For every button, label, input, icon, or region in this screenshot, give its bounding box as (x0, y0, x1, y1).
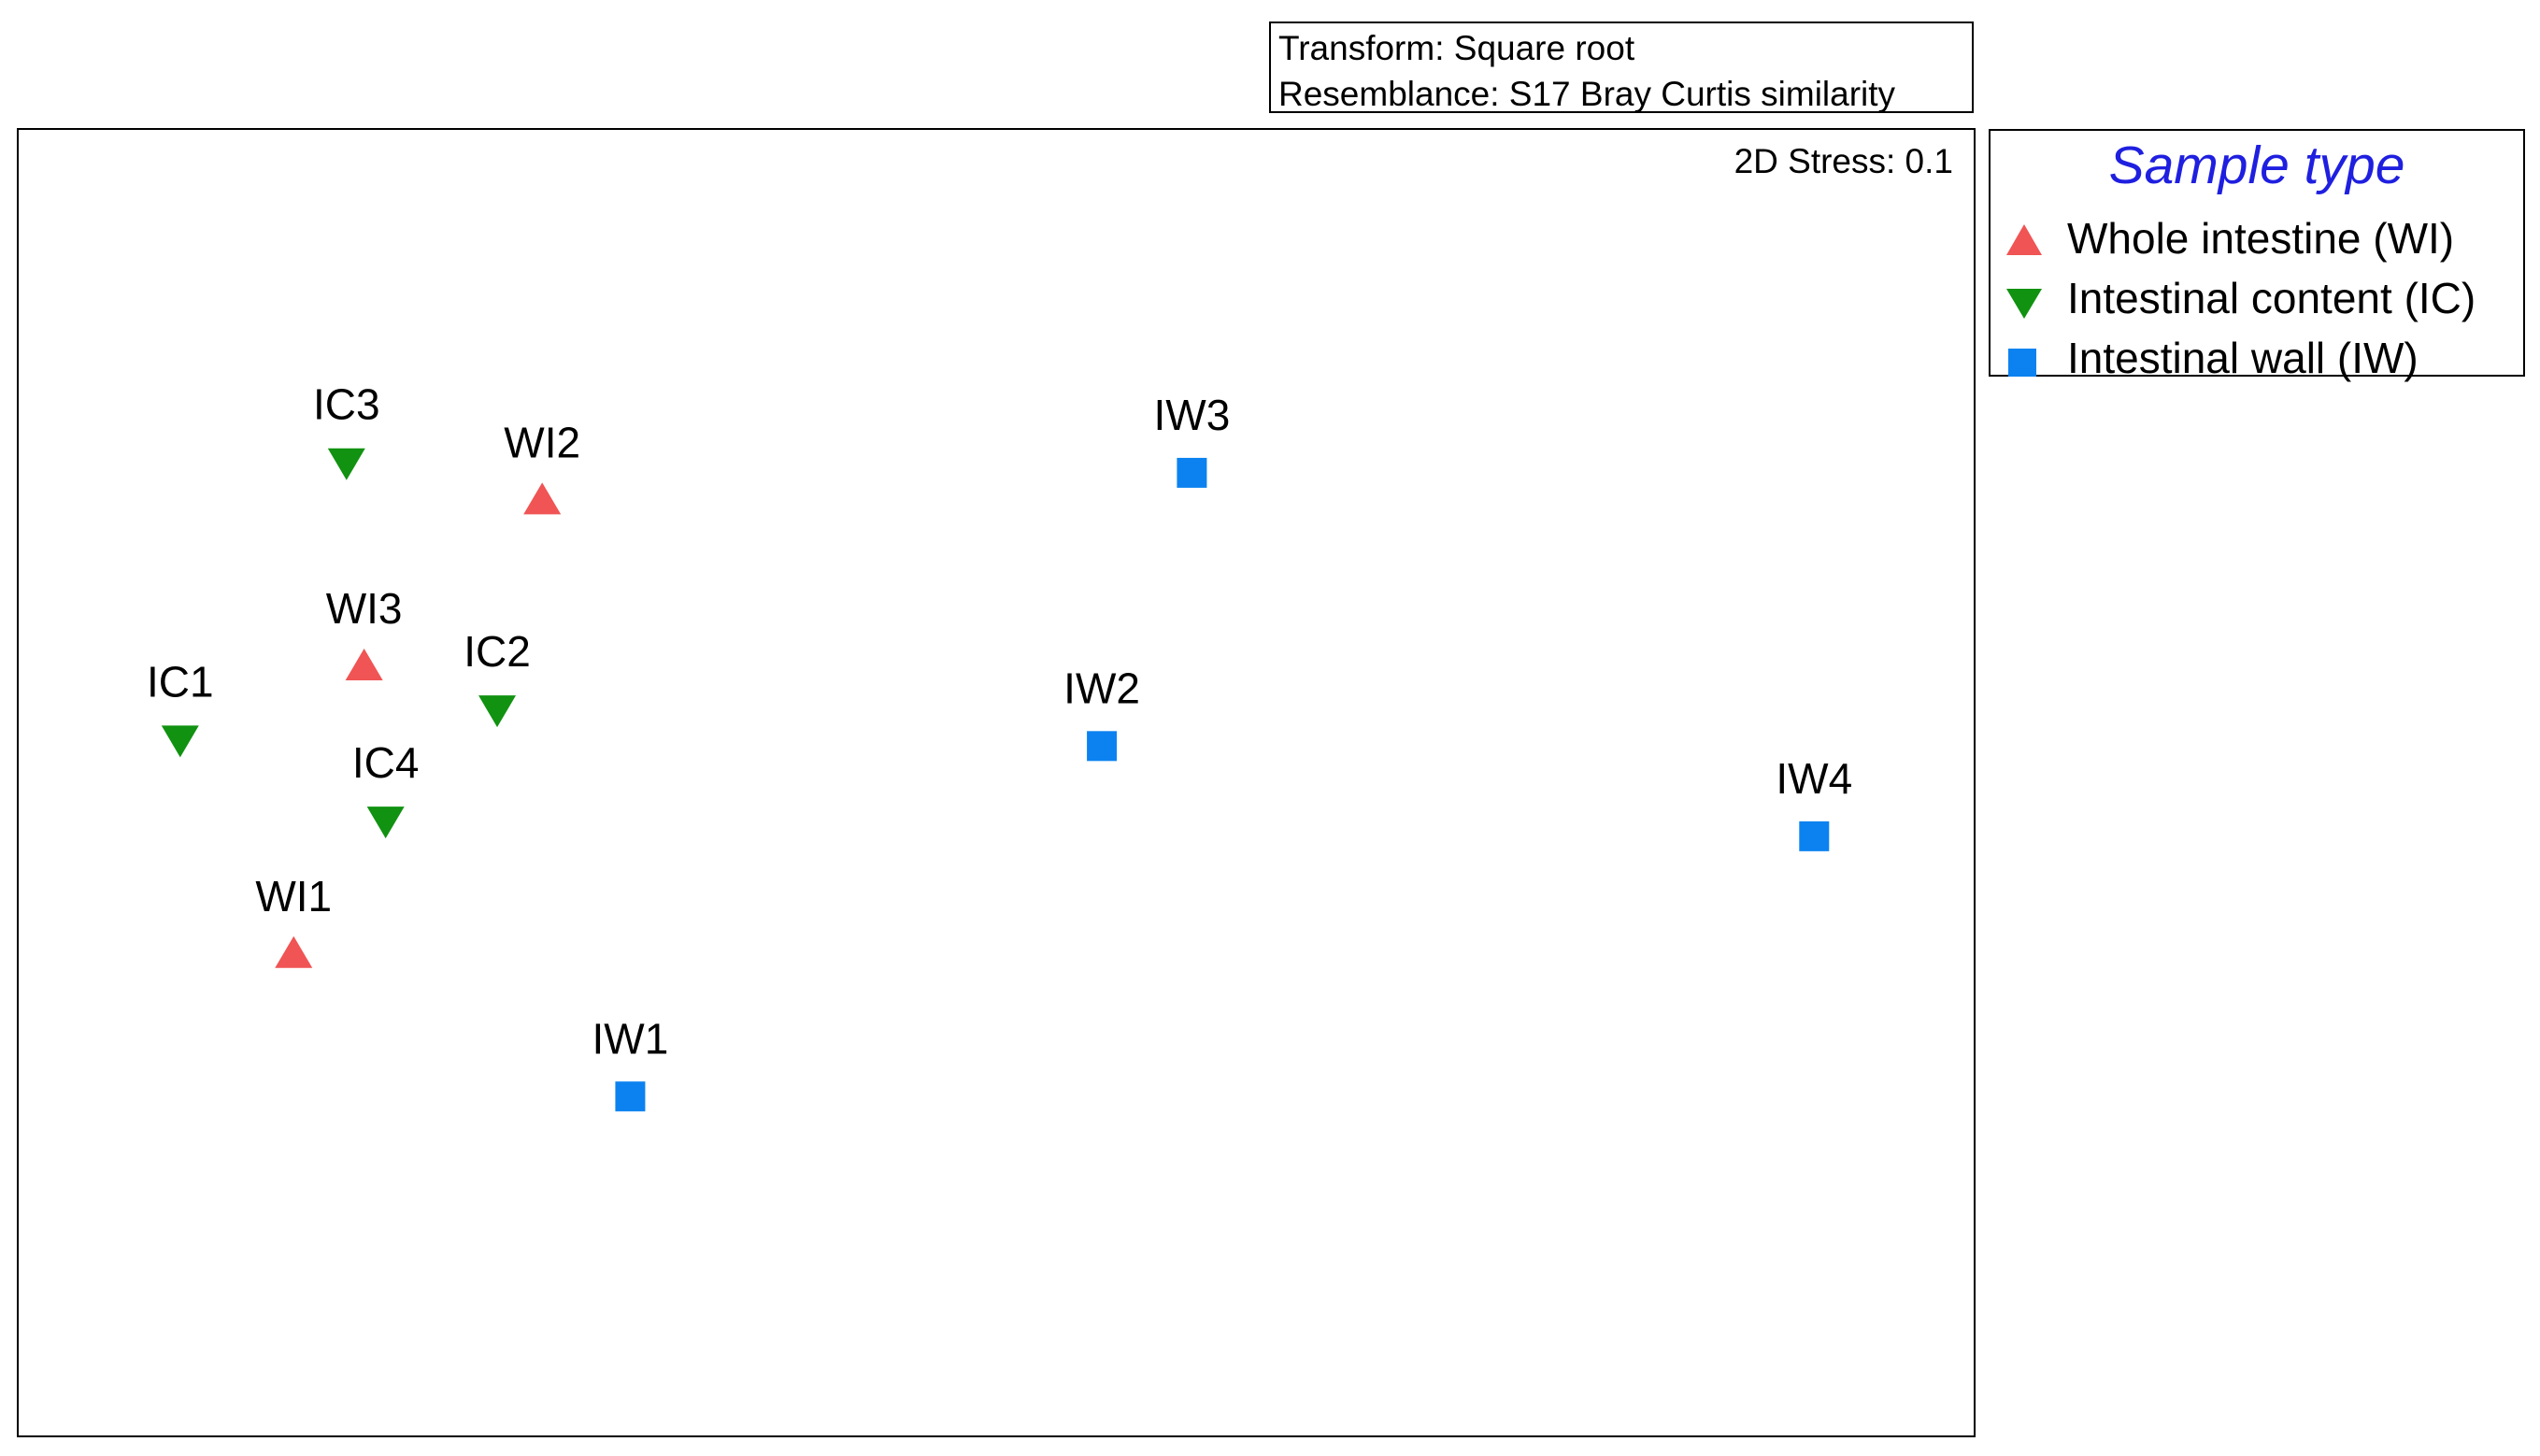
resemblance-label: Resemblance: S17 Bray Curtis similarity (1278, 75, 1896, 113)
triangle-up-icon (2006, 224, 2042, 255)
legend: Sample type Whole intestine (WI) Intesti… (1989, 129, 2525, 382)
triangle-down-icon (2006, 289, 2042, 319)
point-label-wi3: WI3 (326, 584, 403, 633)
data-point-wi3 (345, 648, 383, 680)
point-label-iw1: IW1 (592, 1014, 669, 1063)
legend-title: Sample type (2108, 136, 2405, 195)
data-point-ic2 (478, 695, 517, 728)
data-point-iw4 (1799, 821, 1830, 851)
point-label-iw3: IW3 (1154, 391, 1231, 439)
data-point-iw1 (615, 1081, 646, 1112)
point-label-wi1: WI1 (255, 872, 332, 921)
square-icon (2008, 349, 2036, 377)
transform-label: Transform: Square root (1278, 29, 1635, 67)
data-point-ic4 (366, 807, 405, 839)
point-label-ic3: IC3 (313, 380, 380, 429)
legend-label: Intestinal wall (IW) (2067, 334, 2419, 382)
info-box: Transform: Square root Resemblance: S17 … (1269, 21, 1974, 113)
data-point-iw3 (1177, 457, 1207, 488)
data-point-ic1 (161, 725, 199, 758)
point-label-ic2: IC2 (464, 627, 531, 676)
point-label-wi2: WI2 (504, 418, 580, 466)
data-point-wi2 (523, 482, 562, 515)
plot-frame (17, 128, 1976, 1437)
point-label-iw2: IW2 (1063, 664, 1140, 712)
point-label-ic1: IC1 (147, 657, 214, 706)
point-label-iw4: IW4 (1776, 754, 1852, 803)
data-point-ic3 (327, 448, 365, 480)
legend-label: Whole intestine (WI) (2067, 214, 2455, 263)
legend-label: Intestinal content (IC) (2067, 274, 2476, 322)
data-point-iw2 (1087, 731, 1118, 762)
data-point-wi1 (275, 935, 313, 968)
point-label-ic4: IC4 (352, 738, 420, 787)
stress-label: 2D Stress: 0.1 (1734, 142, 1953, 180)
